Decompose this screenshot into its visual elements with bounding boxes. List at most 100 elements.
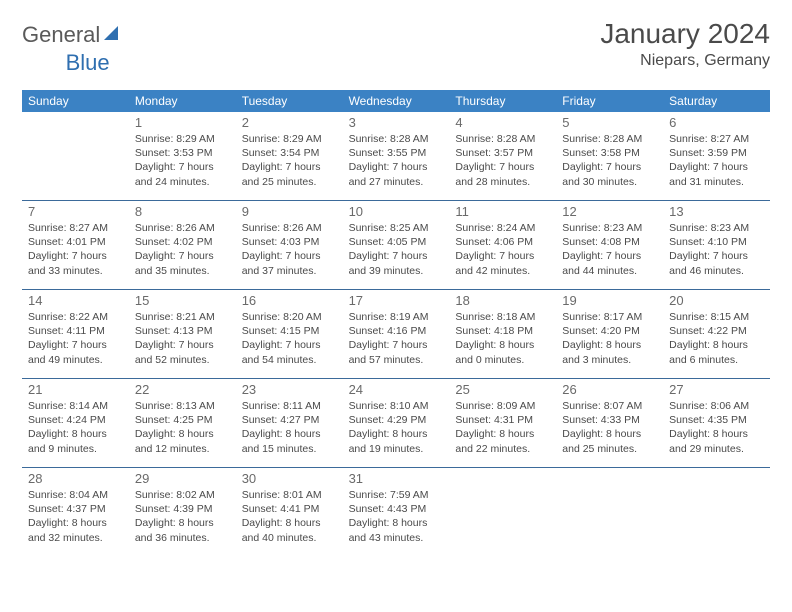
location-label: Niepars, Germany — [600, 52, 770, 70]
day-number: 14 — [28, 293, 123, 308]
daylight-line2: and 9 minutes. — [28, 442, 123, 456]
sunrise-line: Sunrise: 8:20 AM — [242, 310, 337, 324]
calendar-cell: 6Sunrise: 8:27 AMSunset: 3:59 PMDaylight… — [663, 112, 770, 200]
daylight-line2: and 15 minutes. — [242, 442, 337, 456]
daylight-line1: Daylight: 8 hours — [562, 338, 657, 352]
day-number: 25 — [455, 382, 550, 397]
daylight-line2: and 27 minutes. — [349, 175, 444, 189]
calendar-cell: 15Sunrise: 8:21 AMSunset: 4:13 PMDayligh… — [129, 290, 236, 378]
sunset-line: Sunset: 4:31 PM — [455, 413, 550, 427]
sunrise-line: Sunrise: 8:01 AM — [242, 488, 337, 502]
day-number: 1 — [135, 115, 230, 130]
calendar-cell: 14Sunrise: 8:22 AMSunset: 4:11 PMDayligh… — [22, 290, 129, 378]
day-number: 2 — [242, 115, 337, 130]
day-number: 29 — [135, 471, 230, 486]
sunset-line: Sunset: 4:22 PM — [669, 324, 764, 338]
sunset-line: Sunset: 4:13 PM — [135, 324, 230, 338]
day-number: 8 — [135, 204, 230, 219]
sunset-line: Sunset: 4:35 PM — [669, 413, 764, 427]
day-header: Thursday — [449, 90, 556, 112]
calendar-cell: 5Sunrise: 8:28 AMSunset: 3:58 PMDaylight… — [556, 112, 663, 200]
daylight-line1: Daylight: 7 hours — [562, 249, 657, 263]
day-number: 12 — [562, 204, 657, 219]
day-number: 7 — [28, 204, 123, 219]
daylight-line2: and 31 minutes. — [669, 175, 764, 189]
daylight-line1: Daylight: 7 hours — [135, 338, 230, 352]
daylight-line1: Daylight: 7 hours — [669, 249, 764, 263]
calendar-cell: 16Sunrise: 8:20 AMSunset: 4:15 PMDayligh… — [236, 290, 343, 378]
sunset-line: Sunset: 4:37 PM — [28, 502, 123, 516]
sunrise-line: Sunrise: 8:17 AM — [562, 310, 657, 324]
day-header: Tuesday — [236, 90, 343, 112]
day-number: 6 — [669, 115, 764, 130]
sunrise-line: Sunrise: 8:27 AM — [669, 132, 764, 146]
sunrise-line: Sunrise: 8:29 AM — [135, 132, 230, 146]
daylight-line2: and 6 minutes. — [669, 353, 764, 367]
calendar-cell: 7Sunrise: 8:27 AMSunset: 4:01 PMDaylight… — [22, 201, 129, 289]
sunrise-line: Sunrise: 8:14 AM — [28, 399, 123, 413]
day-number: 23 — [242, 382, 337, 397]
calendar-cell: 20Sunrise: 8:15 AMSunset: 4:22 PMDayligh… — [663, 290, 770, 378]
daylight-line2: and 12 minutes. — [135, 442, 230, 456]
sunrise-line: Sunrise: 8:11 AM — [242, 399, 337, 413]
calendar-cell — [449, 468, 556, 556]
day-header: Sunday — [22, 90, 129, 112]
calendar-cell: 9Sunrise: 8:26 AMSunset: 4:03 PMDaylight… — [236, 201, 343, 289]
calendar-week-row: 1Sunrise: 8:29 AMSunset: 3:53 PMDaylight… — [22, 112, 770, 201]
daylight-line2: and 25 minutes. — [242, 175, 337, 189]
sunset-line: Sunset: 3:57 PM — [455, 146, 550, 160]
daylight-line1: Daylight: 7 hours — [242, 160, 337, 174]
logo: General — [22, 18, 126, 48]
daylight-line1: Daylight: 7 hours — [455, 160, 550, 174]
daylight-line2: and 40 minutes. — [242, 531, 337, 545]
sunset-line: Sunset: 4:25 PM — [135, 413, 230, 427]
calendar-cell: 28Sunrise: 8:04 AMSunset: 4:37 PMDayligh… — [22, 468, 129, 556]
sunset-line: Sunset: 4:29 PM — [349, 413, 444, 427]
calendar-cell: 18 Sunrise: 8:18 AMSunset: 4:18 PMDayligh… — [449, 290, 556, 378]
sunrise-line: Sunrise: 8:27 AM — [28, 221, 123, 235]
daylight-line1: Daylight: 8 hours — [455, 338, 550, 352]
sunrise-line: Sunrise: 8:18 AM — [455, 310, 550, 324]
sunrise-line: Sunrise: 8:25 AM — [349, 221, 444, 235]
sunset-line: Sunset: 4:02 PM — [135, 235, 230, 249]
day-number: 19 — [562, 293, 657, 308]
calendar-week-row: 28Sunrise: 8:04 AMSunset: 4:37 PMDayligh… — [22, 468, 770, 556]
logo-sail-icon — [104, 22, 124, 48]
day-number: 18 — [455, 293, 550, 308]
daylight-line2: and 57 minutes. — [349, 353, 444, 367]
sunrise-line: Sunrise: 8:06 AM — [669, 399, 764, 413]
sunset-line: Sunset: 4:11 PM — [28, 324, 123, 338]
title-block: January 2024 Niepars, Germany — [600, 18, 770, 70]
sunset-line: Sunset: 4:24 PM — [28, 413, 123, 427]
sunrise-line: Sunrise: 8:21 AM — [135, 310, 230, 324]
daylight-line2: and 39 minutes. — [349, 264, 444, 278]
sunset-line: Sunset: 4:18 PM — [455, 324, 550, 338]
sunrise-line: Sunrise: 8:09 AM — [455, 399, 550, 413]
calendar-cell: 26Sunrise: 8:07 AMSunset: 4:33 PMDayligh… — [556, 379, 663, 467]
calendar-cell — [663, 468, 770, 556]
calendar-cell: 12Sunrise: 8:23 AMSunset: 4:08 PMDayligh… — [556, 201, 663, 289]
sunrise-line: Sunrise: 8:10 AM — [349, 399, 444, 413]
day-number: 31 — [349, 471, 444, 486]
sunset-line: Sunset: 3:55 PM — [349, 146, 444, 160]
daylight-line2: and 24 minutes. — [135, 175, 230, 189]
day-number: 3 — [349, 115, 444, 130]
daylight-line1: Daylight: 8 hours — [455, 427, 550, 441]
calendar-cell: 1Sunrise: 8:29 AMSunset: 3:53 PMDaylight… — [129, 112, 236, 200]
daylight-line2: and 3 minutes. — [562, 353, 657, 367]
calendar-cell: 21Sunrise: 8:14 AMSunset: 4:24 PMDayligh… — [22, 379, 129, 467]
calendar-weeks: 1Sunrise: 8:29 AMSunset: 3:53 PMDaylight… — [22, 112, 770, 556]
day-number: 21 — [28, 382, 123, 397]
daylight-line1: Daylight: 8 hours — [349, 427, 444, 441]
calendar-cell: 13Sunrise: 8:23 AMSunset: 4:10 PMDayligh… — [663, 201, 770, 289]
sunset-line: Sunset: 3:58 PM — [562, 146, 657, 160]
day-header: Friday — [556, 90, 663, 112]
daylight-line2: and 28 minutes. — [455, 175, 550, 189]
daylight-line1: Daylight: 7 hours — [242, 338, 337, 352]
daylight-line1: Daylight: 7 hours — [562, 160, 657, 174]
day-number: 27 — [669, 382, 764, 397]
daylight-line2: and 29 minutes. — [669, 442, 764, 456]
sunset-line: Sunset: 4:08 PM — [562, 235, 657, 249]
daylight-line2: and 19 minutes. — [349, 442, 444, 456]
day-number: 11 — [455, 204, 550, 219]
